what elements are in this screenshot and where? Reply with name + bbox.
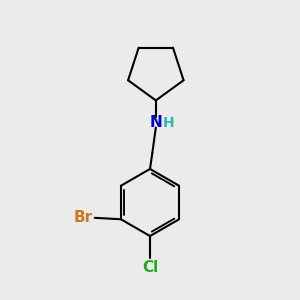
- Text: N: N: [149, 115, 162, 130]
- Text: H: H: [162, 116, 174, 130]
- Text: Cl: Cl: [142, 260, 158, 275]
- Text: Br: Br: [73, 210, 92, 225]
